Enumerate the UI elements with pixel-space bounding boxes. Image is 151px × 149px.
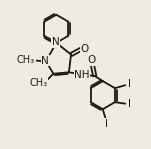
Text: I: I [128, 79, 131, 89]
Text: CH₃: CH₃ [17, 55, 35, 65]
Text: N: N [52, 37, 59, 48]
Text: CH₃: CH₃ [30, 78, 48, 88]
Text: I: I [128, 99, 131, 109]
Text: N: N [41, 56, 49, 66]
Text: NH: NH [74, 69, 90, 80]
Text: I: I [105, 119, 108, 129]
Text: O: O [88, 55, 96, 65]
Text: O: O [81, 44, 89, 54]
